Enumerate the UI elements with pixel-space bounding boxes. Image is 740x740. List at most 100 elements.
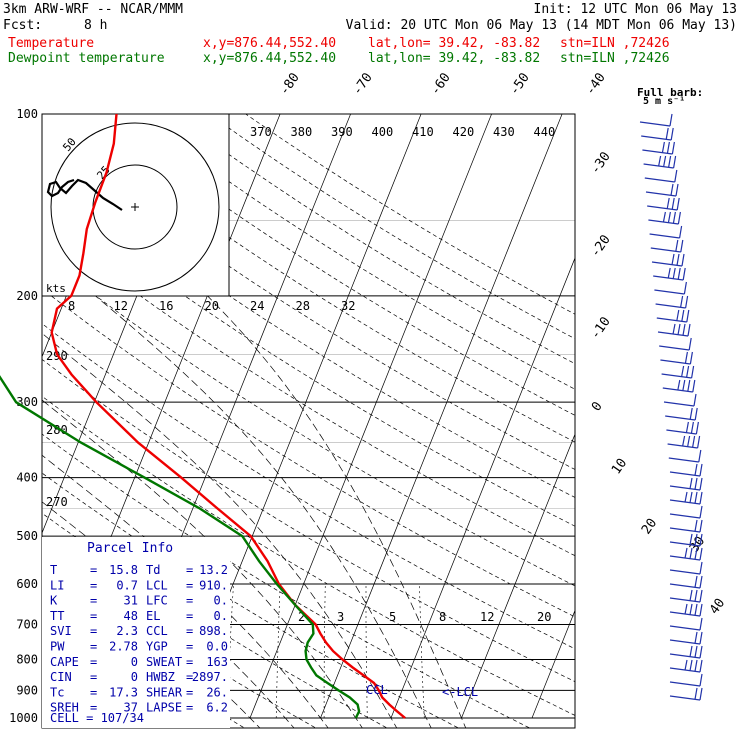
wind-barb-flag [689, 589, 693, 601]
init-time: Init: 12 UTC Mon 06 May 13 [533, 2, 738, 17]
wind-barb-flag [694, 519, 698, 532]
parcel-key-right: EL [146, 609, 160, 623]
wind-barb-flag [690, 421, 694, 434]
wind-barb-flag [699, 603, 703, 617]
isotherm-label: -50 [507, 70, 533, 98]
wind-barb-flag [676, 309, 680, 321]
parcel-key-left: TT [50, 609, 64, 623]
wind-barb-flag [682, 267, 686, 281]
parcel-eq-left: = [90, 563, 97, 577]
wind-barb-flag [689, 477, 693, 489]
isotherm-label: -70 [350, 70, 376, 98]
wind-barb-flag [684, 547, 688, 559]
theta-label-left: 270 [46, 495, 68, 509]
parcel-val-right: 163 [206, 655, 228, 669]
isotherm-label: 30 [687, 534, 708, 555]
wind-barb-flag [694, 631, 698, 644]
wind-barb-flag [695, 421, 699, 435]
wind-barb-shaft [644, 177, 675, 183]
wind-barb-flag [694, 407, 698, 421]
wind-barb-flag [686, 365, 690, 378]
wind-barb-flag [673, 155, 677, 169]
barb-legend: Full barb: [637, 86, 703, 99]
ccl-marker: CCL [366, 683, 388, 697]
mixing-ratio-label: 20 [537, 610, 551, 624]
wind-barb-flag [684, 491, 688, 503]
wind-barb-flag [689, 645, 693, 657]
wind-barb-flag [676, 197, 680, 211]
isotherm [603, 114, 740, 718]
wind-barb-flag [689, 659, 693, 671]
wind-barb-flag [667, 267, 671, 279]
dewpoint-latlon: lat,lon= 39.42, -83.82 [368, 51, 541, 66]
dry-adiabat [42, 554, 317, 728]
barb-legend-units: 5 m s⁻¹ [643, 96, 685, 107]
wind-barb-flag [668, 155, 672, 168]
wind-barb-flag [680, 239, 684, 253]
parcel-eq-right: = [186, 685, 193, 699]
wind-barb-flag [699, 505, 703, 519]
wind-barb-flag [676, 253, 680, 266]
wind-barb-flag [699, 673, 703, 687]
wind-barb-flag [699, 561, 703, 575]
wind-barb-shaft [649, 233, 680, 239]
mixing-ratio-label: 3 [337, 610, 344, 624]
mixing-ratio-label: 12 [480, 610, 494, 624]
dry-adiabat [42, 254, 575, 587]
wind-barb-flag [679, 225, 683, 239]
parcel-val-left: 0 [131, 655, 138, 669]
temperature-legend: Temperature [8, 36, 95, 51]
isotherm-label: 10 [609, 456, 630, 477]
wind-barb-flag [663, 155, 667, 167]
wind-barb-flag [687, 379, 691, 392]
parcel-eq-right: = [186, 670, 193, 684]
dry-adiabat [42, 221, 575, 557]
wind-barb-flag [694, 463, 698, 476]
wind-barb-shaft [669, 625, 701, 631]
parcel-info-box: Parcel Info T = 15.8 Td = 13.2 LI = 0.7 LCL = 910. K… [42, 537, 230, 728]
wind-barb-shaft [659, 345, 690, 351]
wind-barb-flag [699, 519, 703, 533]
isobar-label-200: 200 [16, 289, 38, 303]
wind-barb-flag [665, 127, 669, 140]
parcel-eq-right: = [186, 701, 193, 715]
isotherm-label: -30 [588, 149, 614, 177]
parcel-eq-left: = [90, 670, 97, 684]
wind-barb-flag [699, 491, 703, 505]
isobar-label-1000: 1000 [9, 711, 38, 725]
theta-label-top: 430 [493, 125, 515, 139]
wind-barbs [639, 113, 703, 701]
parcel-eq-right: = [186, 640, 193, 654]
isobar-label-700: 700 [16, 617, 38, 631]
mixing-ratio-line [275, 583, 281, 719]
wind-barb-flag [699, 589, 703, 603]
parcel-val-left: 0 [131, 670, 138, 684]
hodograph: 25 50 kts [41, 113, 230, 297]
dry-adiabat [42, 126, 575, 470]
wind-barb-flag [694, 687, 698, 700]
wind-barb-flag [691, 365, 695, 379]
wind-barb-flag [681, 309, 685, 322]
parcel-eq-left: = [90, 640, 97, 654]
parcel-eq-left: = [90, 701, 97, 715]
moist-adiabat [42, 332, 398, 728]
parcel-key-left: T [50, 563, 57, 577]
wind-barb-shaft [669, 681, 701, 687]
parcel-val-left: 2.78 [109, 640, 138, 654]
wind-barb-flag [671, 253, 675, 265]
parcel-cell: CELL = 107/34 [50, 711, 144, 725]
isotherm-label: -20 [588, 232, 614, 260]
isobar-label-500: 500 [16, 529, 38, 543]
parcel-eq-right: = [186, 563, 193, 577]
wind-barb-flag [699, 533, 703, 547]
theta-label-left: 280 [46, 423, 68, 437]
wind-barb-flag [694, 603, 698, 616]
parcel-eq-left: = [90, 578, 97, 592]
moist-adiabat [207, 295, 467, 728]
wind-barb-flag [674, 169, 678, 183]
parcel-key-right: SWEAT [146, 655, 182, 669]
hodograph-x-tick: 28 [296, 299, 310, 313]
wind-barb-flag [697, 435, 701, 449]
dry-adiabat [245, 114, 575, 315]
isotherm [461, 433, 575, 719]
